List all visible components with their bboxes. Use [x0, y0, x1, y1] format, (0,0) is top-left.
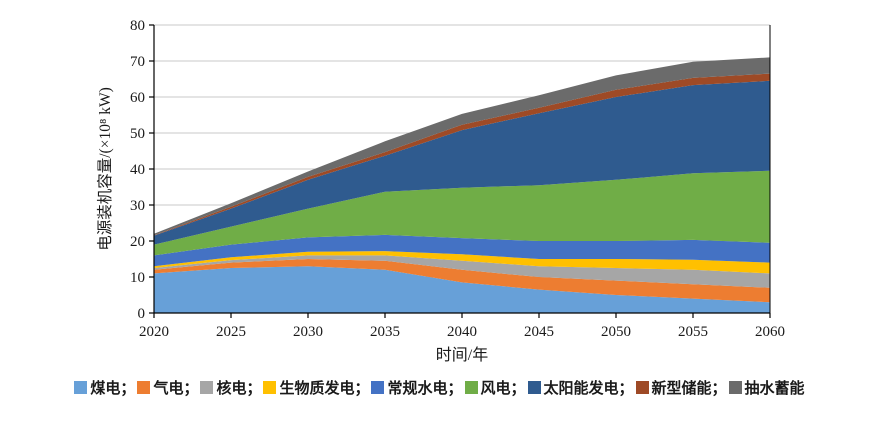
area-series-biomass [154, 251, 770, 274]
area-series-coal [154, 266, 770, 313]
x-tick-label: 2040 [447, 324, 477, 340]
legend-label: 太阳能发电； [543, 381, 634, 397]
y-tick-label: 70 [130, 54, 145, 70]
x-tick-label: 2050 [601, 324, 631, 340]
legend-item-gas: 气电； [137, 377, 198, 398]
legend-item-coal: 煤电； [74, 377, 135, 398]
legend-label: 生物质发电； [279, 381, 370, 397]
legend-label: 煤电； [90, 381, 136, 397]
legend-item-new-storage: 新型储能； [635, 377, 727, 398]
x-tick-label: 2035 [370, 324, 400, 340]
area-series-gas [154, 259, 770, 303]
legend-swatch-gas [137, 381, 151, 394]
legend-label: 新型储能； [651, 381, 727, 397]
legend-item-pumped-storage: 抽水蓄能 [728, 377, 805, 398]
area-series-solar [154, 80, 770, 245]
legend-swatch-nuclear [200, 381, 214, 394]
legend-label: 气电； [153, 381, 199, 397]
area-series-pumped-storage [154, 57, 770, 236]
y-tick-label: 10 [130, 270, 145, 286]
legend-swatch-solar [527, 381, 541, 394]
legend-item-hydro: 常规水电； [371, 377, 463, 398]
x-axis-title: 时间/年 [436, 346, 488, 364]
legend-label: 抽水蓄能 [744, 381, 805, 397]
area-series-wind [154, 170, 770, 256]
legend-swatch-coal [74, 381, 88, 394]
x-tick-label: 2020 [139, 324, 169, 340]
y-tick-label: 60 [130, 90, 145, 106]
x-tick-label: 2025 [216, 324, 246, 340]
legend-item-nuclear: 核电； [200, 377, 261, 398]
legend-item-biomass: 生物质发电； [263, 377, 369, 398]
y-axis-title: 电源装机容量/(×10⁸ kW) [96, 87, 114, 251]
x-tick-label: 2055 [678, 324, 708, 340]
y-tick-label: 30 [130, 198, 145, 214]
x-tick-label: 2060 [755, 324, 785, 340]
legend-swatch-new-storage [635, 381, 649, 394]
legend-swatch-hydro [371, 381, 385, 394]
legend-swatch-biomass [263, 381, 277, 394]
area-series-hydro [154, 234, 770, 267]
legend-label: 常规水电； [387, 381, 463, 397]
y-tick-label: 0 [138, 306, 146, 322]
area-series-nuclear [154, 255, 770, 288]
legend-label: 核电； [216, 381, 262, 397]
y-tick-label: 50 [130, 126, 145, 142]
legend-item-wind: 风电； [464, 377, 526, 398]
y-tick-label: 40 [130, 162, 145, 178]
legend-swatch-wind [464, 381, 478, 394]
legend: 煤电； 气电； 核电； 生物质发电； 常规水电； 风电； 太阳能发电； 新型储能； 抽水蓄能 [0, 377, 879, 398]
y-tick-label: 80 [130, 18, 145, 34]
x-tick-label: 2030 [293, 324, 323, 340]
x-tick-label: 2045 [524, 324, 554, 340]
legend-item-solar: 太阳能发电； [527, 377, 634, 398]
legend-label: 风电； [480, 381, 526, 397]
y-tick-label: 20 [130, 234, 145, 250]
legend-swatch-pumped-storage [728, 381, 742, 394]
